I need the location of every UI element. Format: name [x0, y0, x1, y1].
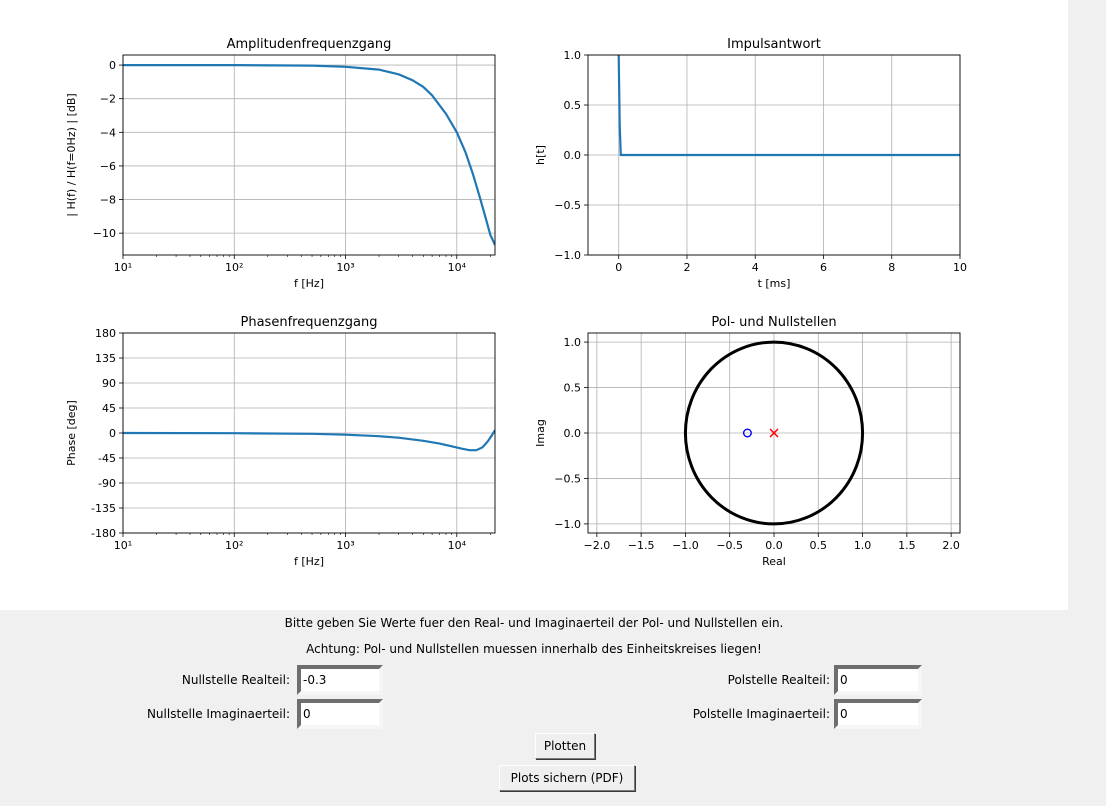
warning-text: Achtung: Pol- und Nullstellen muessen in…	[306, 642, 762, 656]
phase-axes-frame	[122, 332, 496, 534]
amplitude-series-line	[123, 63, 495, 246]
phase-series-line	[123, 429, 495, 452]
plot-button[interactable]: Plotten	[535, 733, 595, 759]
phase-title: Phasenfrequenzgang	[241, 315, 378, 330]
impulse-ytick-label: −0.5	[554, 199, 581, 212]
zero-marker	[742, 428, 752, 438]
impulse-xtick-label: 6	[820, 261, 827, 274]
phase-xtick-label: 10³	[336, 539, 354, 552]
impulse-series-line	[617, 55, 960, 157]
polezero-xtick-label: 1.0	[854, 539, 872, 552]
impulse-xtick-label: 8	[888, 261, 895, 274]
phase-ytick-label: -90	[98, 477, 116, 490]
amplitude-ytick-label: −4	[100, 126, 116, 139]
unit-circle	[683, 340, 865, 526]
polezero-xtick-label: −2.0	[583, 539, 610, 552]
phase-ytick-label: 45	[102, 402, 116, 415]
amplitude-ytick-label: −6	[100, 160, 116, 173]
amplitude-xlabel: f [Hz]	[294, 277, 324, 290]
phase-ylabel: Phase [deg]	[65, 400, 78, 466]
zero-real-label: Nullstelle Realteil:	[181, 673, 290, 687]
polezero-xtick-label: −1.0	[672, 539, 699, 552]
amplitude-ytick-label: −10	[93, 227, 116, 240]
polezero-ytick-label: 0.0	[564, 427, 582, 440]
impulse-ytick-label: 1.0	[564, 49, 582, 62]
pole-marker	[769, 428, 779, 438]
phase-ytick-label: 90	[102, 377, 116, 390]
amplitude-ytick-label: −2	[100, 93, 116, 106]
pole-imag-label: Polstelle Imaginaerteil:	[692, 707, 830, 721]
plot-canvas: 10¹ 10² 10³ 10⁴ 0 −2 −4 −6 −8 −10 Amplitudenfreque…	[65, 37, 967, 568]
amplitude-axes-frame	[122, 54, 496, 256]
save-pdf-button[interactable]: Plots sichern (PDF)	[499, 765, 635, 791]
polezero-xlabel: Real	[762, 555, 786, 568]
impulse-ytick-label: 0.0	[564, 149, 582, 162]
amplitude-xtick-label: 10²	[225, 261, 243, 274]
polezero-xtick-label: 2.0	[942, 539, 960, 552]
instruction-text: Bitte geben Sie Werte fuer den Real- und…	[284, 616, 784, 630]
impulse-title: Impulsantwort	[727, 37, 821, 52]
polezero-xtick-label: −0.5	[716, 539, 743, 552]
phase-ytick-label: -45	[98, 452, 116, 465]
impulse-axes-frame	[587, 54, 961, 256]
amplitude-ylabel: | H(f) / H(f=0Hz) | [dB]	[65, 93, 78, 216]
amplitude-xtick-label: 10³	[336, 261, 354, 274]
polezero-xtick-label: 0.0	[765, 539, 783, 552]
plot-figure: 10¹ 10² 10³ 10⁴ 0 −2 −4 −6 −8 −10 Amplitudenfreque…	[0, 0, 1068, 610]
polezero-ytick-label: 1.0	[564, 336, 582, 349]
amplitude-xtick-label: 10¹	[114, 261, 132, 274]
impulse-xtick-label: 2	[683, 261, 690, 274]
zero-imag-label: Nullstelle Imaginaerteil:	[146, 707, 290, 721]
phase-ytick-label: -180	[91, 527, 116, 540]
phase-ytick-label: -135	[91, 502, 116, 515]
polezero-ytick-label: −0.5	[554, 472, 581, 485]
impulse-xtick-label: 10	[953, 261, 967, 274]
phase-ytick-label: 0	[109, 427, 116, 440]
phase-xtick-label: 10⁴	[448, 539, 467, 552]
pole-imag-input[interactable]	[834, 699, 922, 729]
phase-ytick-label: 135	[95, 352, 116, 365]
impulse-ytick-label: −1.0	[554, 249, 581, 262]
impulse-xtick-label: 0	[615, 261, 622, 274]
phase-xlabel: f [Hz]	[294, 555, 324, 568]
amplitude-xtick-label: 10⁴	[448, 261, 467, 274]
polezero-xtick-label: 0.5	[810, 539, 828, 552]
phase-xtick-label: 10¹	[114, 539, 132, 552]
zero-real-input[interactable]	[297, 665, 383, 695]
amplitude-title: Amplitudenfrequenzgang	[227, 37, 392, 52]
polezero-ytick-label: 0.5	[564, 382, 582, 395]
impulse-ytick-label: 0.5	[564, 99, 582, 112]
impulse-xtick-label: 4	[752, 261, 759, 274]
zero-imag-input[interactable]	[297, 699, 383, 729]
pole-real-label: Polstelle Realteil:	[727, 673, 830, 687]
impulse-ylabel: h[t]	[534, 145, 547, 165]
pole-real-input[interactable]	[834, 665, 922, 695]
polezero-ylabel: Imag	[534, 419, 547, 447]
polezero-xtick-label: −1.5	[628, 539, 655, 552]
amplitude-ytick-label: −8	[100, 194, 116, 207]
impulse-xlabel: t [ms]	[758, 277, 791, 290]
polezero-xtick-label: 1.5	[898, 539, 916, 552]
polezero-title: Pol- und Nullstellen	[711, 315, 836, 330]
phase-ytick-label: 180	[95, 327, 116, 340]
amplitude-ytick-label: 0	[109, 59, 116, 72]
polezero-axes-frame	[587, 332, 961, 534]
polezero-ytick-label: −1.0	[554, 518, 581, 531]
phase-xtick-label: 10²	[225, 539, 243, 552]
